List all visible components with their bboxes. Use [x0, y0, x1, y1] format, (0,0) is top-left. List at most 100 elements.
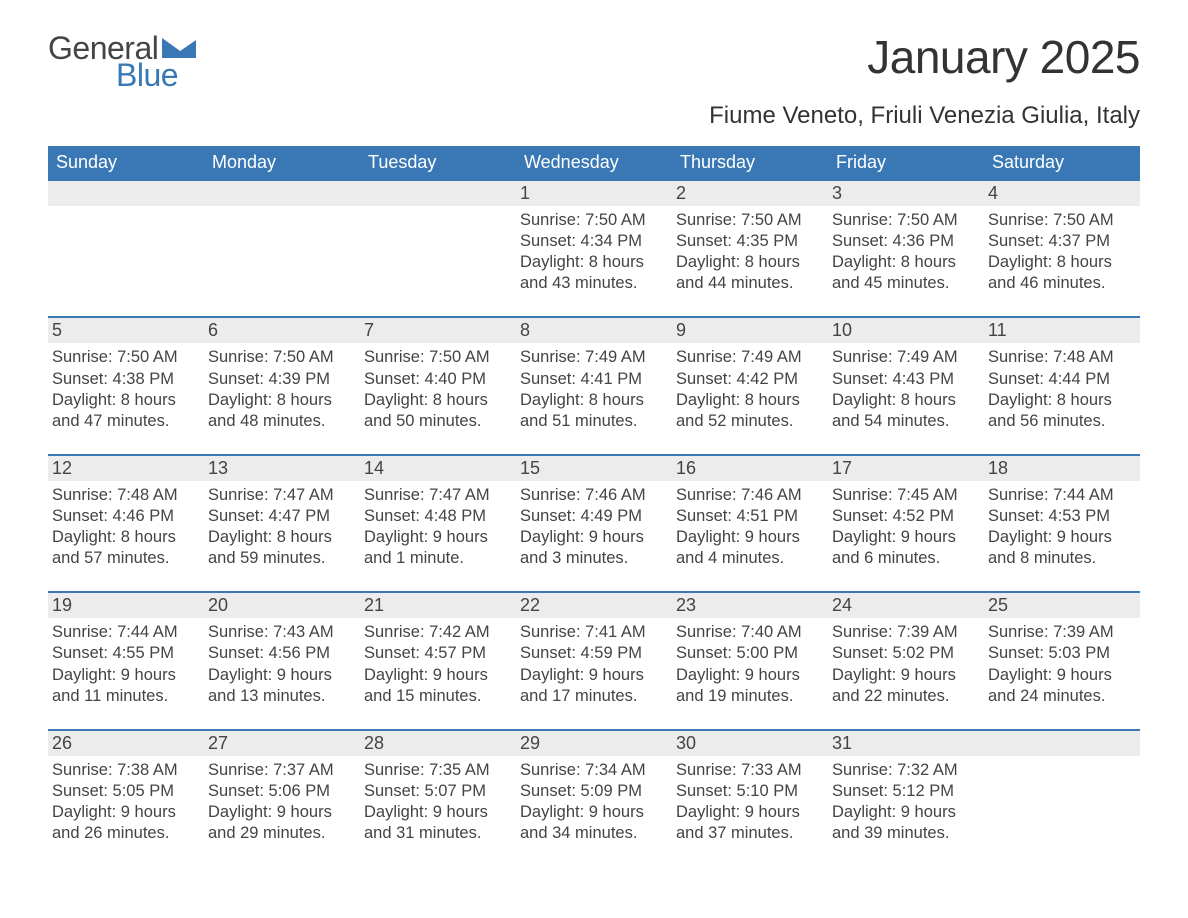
week-daynum-row: 567891011 — [48, 317, 1140, 343]
daylight-text2: and 47 minutes. — [52, 411, 196, 432]
day-cell: Sunrise: 7:38 AMSunset: 5:05 PMDaylight:… — [48, 756, 204, 866]
sunset-text: Sunset: 4:43 PM — [832, 369, 976, 390]
daylight-text: Daylight: 9 hours — [208, 665, 352, 686]
daylight-text2: and 43 minutes. — [520, 273, 664, 294]
sunrise-text: Sunrise: 7:38 AM — [52, 760, 196, 781]
daylight-text: Daylight: 8 hours — [988, 390, 1132, 411]
sunrise-text: Sunrise: 7:50 AM — [208, 347, 352, 368]
sunset-text: Sunset: 4:35 PM — [676, 231, 820, 252]
day-number: 25 — [984, 592, 1140, 618]
day-cell: Sunrise: 7:48 AMSunset: 4:44 PMDaylight:… — [984, 343, 1140, 454]
daylight-text2: and 39 minutes. — [832, 823, 976, 844]
daylight-text: Daylight: 8 hours — [52, 390, 196, 411]
day-cell: Sunrise: 7:43 AMSunset: 4:56 PMDaylight:… — [204, 618, 360, 729]
day-cell: Sunrise: 7:33 AMSunset: 5:10 PMDaylight:… — [672, 756, 828, 866]
sunrise-text: Sunrise: 7:35 AM — [364, 760, 508, 781]
sunrise-text: Sunrise: 7:37 AM — [208, 760, 352, 781]
day-cell: Sunrise: 7:41 AMSunset: 4:59 PMDaylight:… — [516, 618, 672, 729]
daylight-text: Daylight: 8 hours — [832, 252, 976, 273]
day-number: 28 — [360, 730, 516, 756]
sunrise-text: Sunrise: 7:49 AM — [832, 347, 976, 368]
sunrise-text: Sunrise: 7:50 AM — [676, 210, 820, 231]
col-wednesday: Wednesday — [516, 146, 672, 180]
daylight-text2: and 46 minutes. — [988, 273, 1132, 294]
sunset-text: Sunset: 4:57 PM — [364, 643, 508, 664]
day-cell: Sunrise: 7:44 AMSunset: 4:55 PMDaylight:… — [48, 618, 204, 729]
day-number — [204, 180, 360, 206]
daylight-text: Daylight: 9 hours — [832, 802, 976, 823]
daylight-text2: and 54 minutes. — [832, 411, 976, 432]
day-number: 15 — [516, 455, 672, 481]
sunset-text: Sunset: 5:09 PM — [520, 781, 664, 802]
daylight-text: Daylight: 8 hours — [988, 252, 1132, 273]
daylight-text2: and 26 minutes. — [52, 823, 196, 844]
day-number: 27 — [204, 730, 360, 756]
daylight-text2: and 44 minutes. — [676, 273, 820, 294]
day-cell: Sunrise: 7:49 AMSunset: 4:41 PMDaylight:… — [516, 343, 672, 454]
brand-word2: Blue — [116, 57, 178, 94]
day-cell: Sunrise: 7:50 AMSunset: 4:36 PMDaylight:… — [828, 206, 984, 317]
day-cell — [984, 756, 1140, 866]
sunset-text: Sunset: 5:06 PM — [208, 781, 352, 802]
daylight-text: Daylight: 9 hours — [988, 527, 1132, 548]
sunrise-text: Sunrise: 7:44 AM — [52, 622, 196, 643]
daylight-text2: and 37 minutes. — [676, 823, 820, 844]
daylight-text2: and 51 minutes. — [520, 411, 664, 432]
sunset-text: Sunset: 4:53 PM — [988, 506, 1132, 527]
sunrise-text: Sunrise: 7:50 AM — [52, 347, 196, 368]
sunset-text: Sunset: 4:36 PM — [832, 231, 976, 252]
sunrise-text: Sunrise: 7:46 AM — [520, 485, 664, 506]
day-number: 16 — [672, 455, 828, 481]
sunrise-text: Sunrise: 7:33 AM — [676, 760, 820, 781]
day-number: 20 — [204, 592, 360, 618]
daylight-text: Daylight: 9 hours — [364, 802, 508, 823]
sunset-text: Sunset: 4:42 PM — [676, 369, 820, 390]
week-daynum-row: 19202122232425 — [48, 592, 1140, 618]
col-friday: Friday — [828, 146, 984, 180]
week-body-row: Sunrise: 7:48 AMSunset: 4:46 PMDaylight:… — [48, 481, 1140, 592]
day-cell: Sunrise: 7:34 AMSunset: 5:09 PMDaylight:… — [516, 756, 672, 866]
day-number: 6 — [204, 317, 360, 343]
day-number: 29 — [516, 730, 672, 756]
sunset-text: Sunset: 5:12 PM — [832, 781, 976, 802]
day-cell: Sunrise: 7:48 AMSunset: 4:46 PMDaylight:… — [48, 481, 204, 592]
day-number: 5 — [48, 317, 204, 343]
daylight-text: Daylight: 9 hours — [676, 802, 820, 823]
week-body-row: Sunrise: 7:50 AMSunset: 4:38 PMDaylight:… — [48, 343, 1140, 454]
sunset-text: Sunset: 4:56 PM — [208, 643, 352, 664]
day-number: 4 — [984, 180, 1140, 206]
sunrise-text: Sunrise: 7:50 AM — [832, 210, 976, 231]
daylight-text2: and 24 minutes. — [988, 686, 1132, 707]
daylight-text: Daylight: 9 hours — [364, 665, 508, 686]
daylight-text2: and 56 minutes. — [988, 411, 1132, 432]
sunrise-text: Sunrise: 7:42 AM — [364, 622, 508, 643]
day-number: 22 — [516, 592, 672, 618]
day-cell: Sunrise: 7:49 AMSunset: 4:43 PMDaylight:… — [828, 343, 984, 454]
daylight-text2: and 19 minutes. — [676, 686, 820, 707]
daylight-text2: and 15 minutes. — [364, 686, 508, 707]
day-number: 19 — [48, 592, 204, 618]
daylight-text2: and 13 minutes. — [208, 686, 352, 707]
daylight-text2: and 29 minutes. — [208, 823, 352, 844]
calendar-table: Sunday Monday Tuesday Wednesday Thursday… — [48, 146, 1140, 866]
daylight-text2: and 3 minutes. — [520, 548, 664, 569]
sunrise-text: Sunrise: 7:47 AM — [364, 485, 508, 506]
daylight-text: Daylight: 9 hours — [52, 665, 196, 686]
sunset-text: Sunset: 5:03 PM — [988, 643, 1132, 664]
day-number: 7 — [360, 317, 516, 343]
brand-logo: General Blue — [48, 30, 196, 94]
daylight-text2: and 1 minute. — [364, 548, 508, 569]
day-cell: Sunrise: 7:46 AMSunset: 4:51 PMDaylight:… — [672, 481, 828, 592]
sunset-text: Sunset: 5:05 PM — [52, 781, 196, 802]
day-cell: Sunrise: 7:50 AMSunset: 4:34 PMDaylight:… — [516, 206, 672, 317]
sunset-text: Sunset: 4:51 PM — [676, 506, 820, 527]
daylight-text2: and 31 minutes. — [364, 823, 508, 844]
sunrise-text: Sunrise: 7:41 AM — [520, 622, 664, 643]
sunset-text: Sunset: 5:02 PM — [832, 643, 976, 664]
sunrise-text: Sunrise: 7:44 AM — [988, 485, 1132, 506]
daylight-text: Daylight: 9 hours — [676, 527, 820, 548]
daylight-text: Daylight: 8 hours — [676, 252, 820, 273]
sunset-text: Sunset: 4:34 PM — [520, 231, 664, 252]
daylight-text2: and 22 minutes. — [832, 686, 976, 707]
day-number: 11 — [984, 317, 1140, 343]
